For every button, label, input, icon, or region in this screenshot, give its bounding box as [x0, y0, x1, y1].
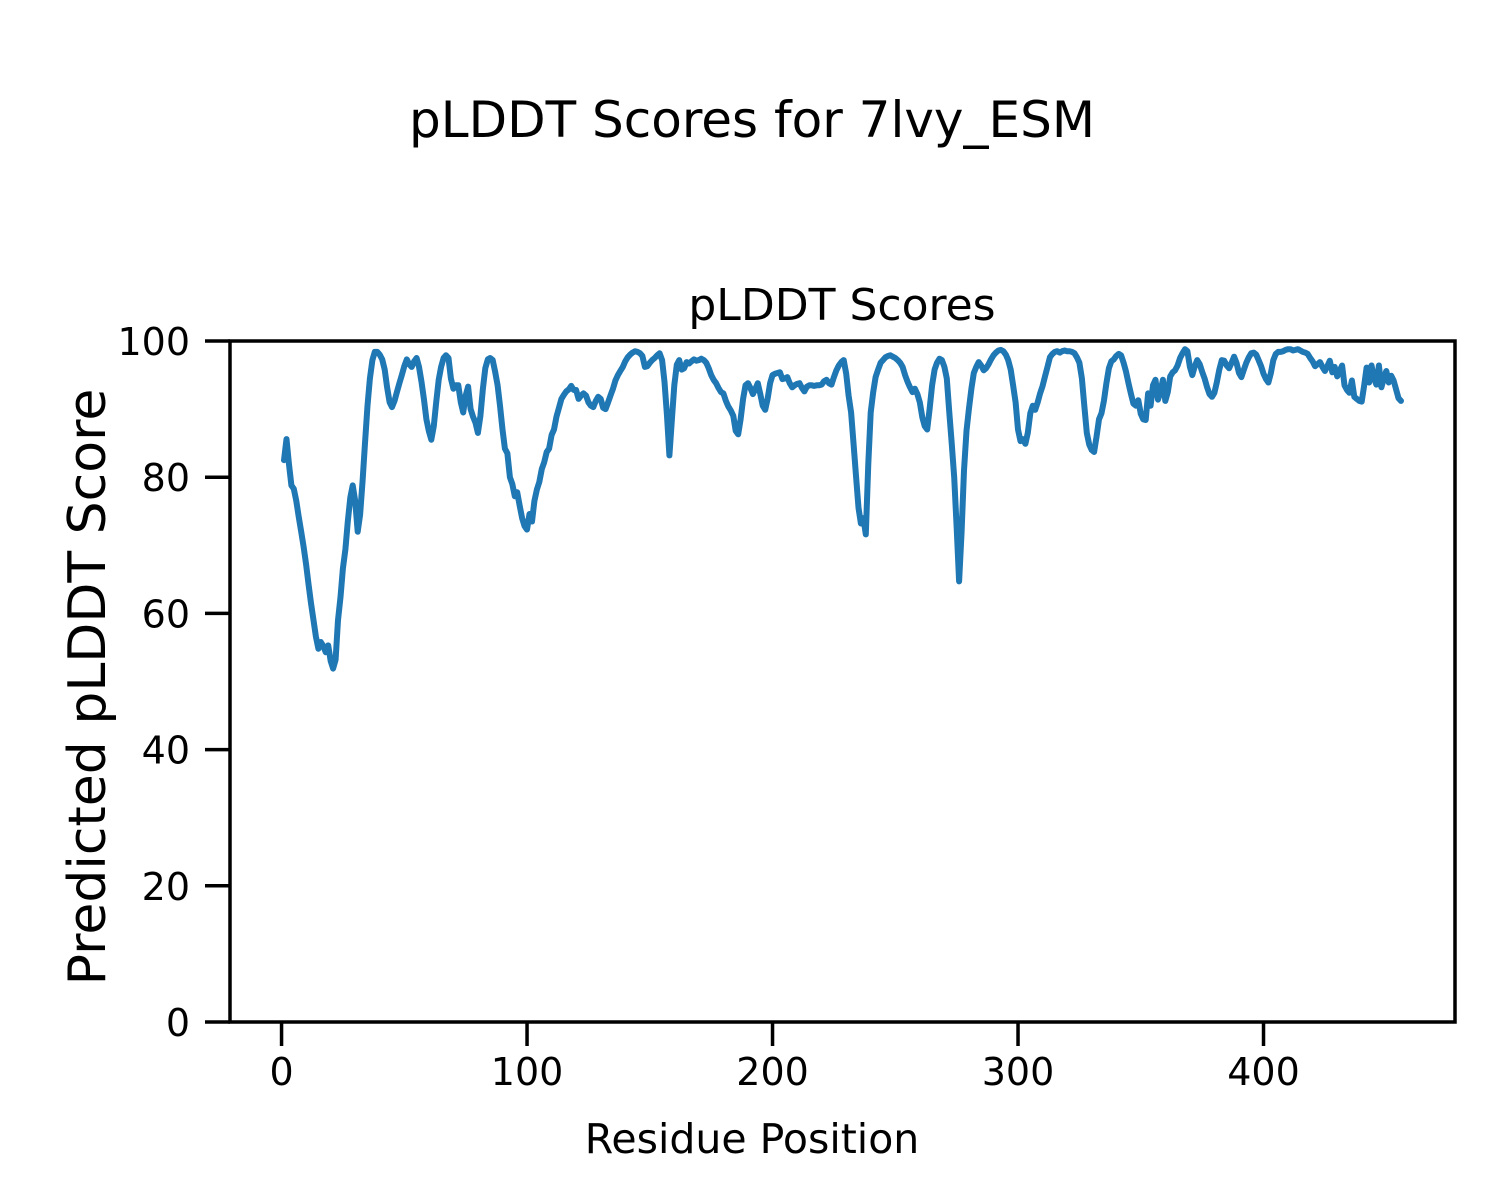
y-tick-label: 80	[142, 456, 190, 500]
y-axis-label: Predicted pLDDT Score	[58, 389, 118, 986]
figure-suptitle: pLDDT Scores for 7lvy_ESM	[409, 91, 1095, 149]
y-tick-label: 40	[142, 729, 190, 773]
x-tick-label: 400	[1227, 1050, 1300, 1094]
x-axis-label: Residue Position	[585, 1115, 920, 1163]
x-tick-label: 200	[736, 1050, 809, 1094]
y-axis-ticks: 0 20 40 60 80 100	[117, 320, 230, 1045]
y-tick-label: 20	[142, 865, 190, 909]
plot-frame	[228, 339, 1457, 1024]
x-tick-label: 300	[982, 1050, 1055, 1094]
y-tick-label: 60	[142, 592, 190, 636]
y-tick-label: 100	[117, 320, 190, 364]
x-axis-ticks: 0 100 200 300 400	[269, 1022, 1300, 1094]
plddt-line-group	[281, 346, 1404, 672]
plddt-line	[281, 346, 1404, 672]
x-tick-label: 0	[269, 1050, 293, 1094]
y-tick-label: 0	[166, 1001, 190, 1045]
x-tick-label: 100	[491, 1050, 564, 1094]
axes-title: pLDDT Scores	[688, 280, 995, 331]
